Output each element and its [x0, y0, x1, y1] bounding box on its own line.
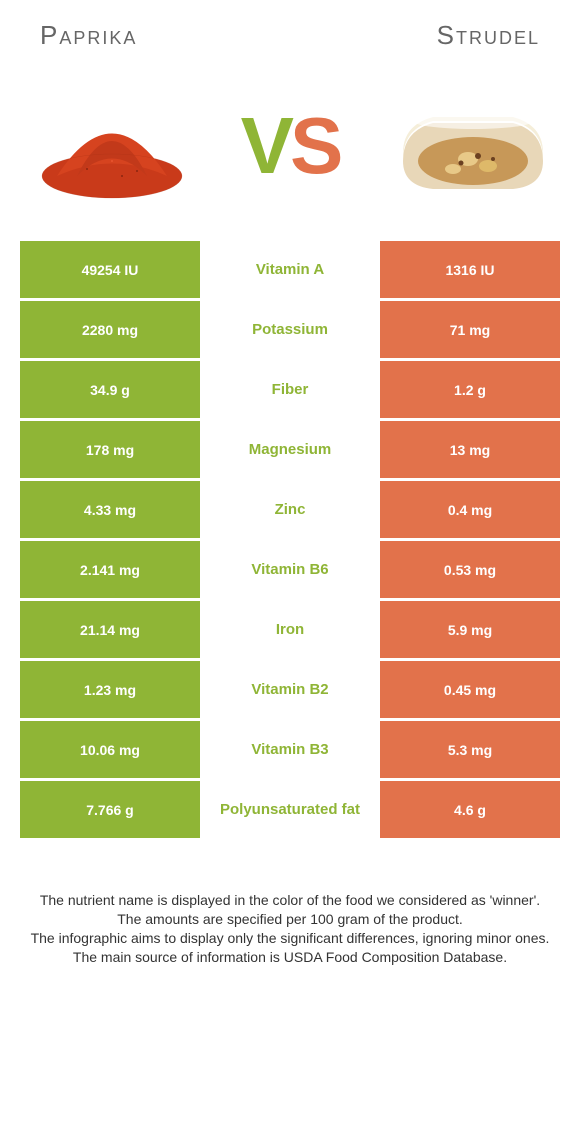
right-value: 5.9 mg — [380, 601, 560, 658]
right-food-title: Strudel — [290, 20, 540, 51]
table-row: 21.14 mgIron5.9 mg — [20, 601, 560, 658]
header: Paprika Strudel — [0, 0, 580, 61]
vs-label: VS — [241, 100, 340, 192]
footer-notes: The nutrient name is displayed in the co… — [0, 841, 580, 987]
left-value: 21.14 mg — [20, 601, 200, 658]
vs-v: V — [241, 101, 290, 190]
paprika-image — [27, 81, 197, 211]
nutrient-name: Polyunsaturated fat — [200, 781, 380, 838]
footer-line-3: The infographic aims to display only the… — [30, 929, 550, 948]
vs-s: S — [290, 101, 339, 190]
table-row: 2280 mgPotassium71 mg — [20, 301, 560, 358]
nutrient-name: Vitamin B6 — [200, 541, 380, 598]
right-value: 5.3 mg — [380, 721, 560, 778]
nutrient-name: Fiber — [200, 361, 380, 418]
table-row: 178 mgMagnesium13 mg — [20, 421, 560, 478]
left-value: 34.9 g — [20, 361, 200, 418]
strudel-image — [383, 81, 553, 211]
left-food-title: Paprika — [40, 20, 290, 51]
footer-line-1: The nutrient name is displayed in the co… — [30, 891, 550, 910]
footer-line-2: The amounts are specified per 100 gram o… — [30, 910, 550, 929]
table-row: 4.33 mgZinc0.4 mg — [20, 481, 560, 538]
right-value: 4.6 g — [380, 781, 560, 838]
left-value: 49254 IU — [20, 241, 200, 298]
nutrient-name: Zinc — [200, 481, 380, 538]
table-row: 2.141 mgVitamin B60.53 mg — [20, 541, 560, 598]
right-value: 0.45 mg — [380, 661, 560, 718]
right-value: 71 mg — [380, 301, 560, 358]
right-value: 0.4 mg — [380, 481, 560, 538]
left-value: 2.141 mg — [20, 541, 200, 598]
image-row: VS — [0, 61, 580, 241]
nutrient-name: Vitamin B2 — [200, 661, 380, 718]
left-value: 2280 mg — [20, 301, 200, 358]
left-value: 10.06 mg — [20, 721, 200, 778]
table-row: 10.06 mgVitamin B35.3 mg — [20, 721, 560, 778]
right-value: 1.2 g — [380, 361, 560, 418]
left-value: 7.766 g — [20, 781, 200, 838]
nutrient-name: Magnesium — [200, 421, 380, 478]
left-value: 4.33 mg — [20, 481, 200, 538]
left-value: 178 mg — [20, 421, 200, 478]
nutrient-name: Iron — [200, 601, 380, 658]
nutrient-name: Potassium — [200, 301, 380, 358]
comparison-table: 49254 IUVitamin A1316 IU2280 mgPotassium… — [20, 241, 560, 838]
right-value: 1316 IU — [380, 241, 560, 298]
footer-line-4: The main source of information is USDA F… — [30, 948, 550, 967]
nutrient-name: Vitamin B3 — [200, 721, 380, 778]
left-value: 1.23 mg — [20, 661, 200, 718]
nutrient-name: Vitamin A — [200, 241, 380, 298]
table-row: 1.23 mgVitamin B20.45 mg — [20, 661, 560, 718]
table-row: 7.766 gPolyunsaturated fat4.6 g — [20, 781, 560, 838]
table-row: 49254 IUVitamin A1316 IU — [20, 241, 560, 298]
table-row: 34.9 gFiber1.2 g — [20, 361, 560, 418]
right-value: 0.53 mg — [380, 541, 560, 598]
right-value: 13 mg — [380, 421, 560, 478]
